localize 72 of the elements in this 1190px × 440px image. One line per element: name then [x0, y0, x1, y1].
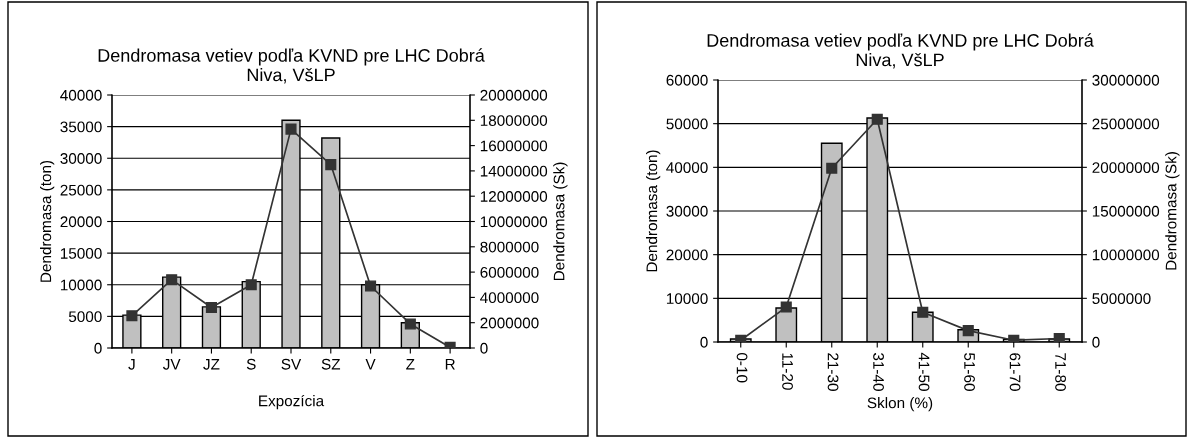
x-tick-label: 11-20	[782, 353, 793, 390]
x-tick-label: R	[445, 358, 455, 370]
point	[285, 123, 297, 135]
y2-tick-label: 8000000	[480, 241, 539, 253]
x-tick-label: JZ	[203, 358, 220, 370]
x-tick-label: Z	[406, 358, 415, 370]
y2-tick-label: 15000000	[1092, 205, 1160, 217]
y2-tick-label: 20000000	[480, 89, 548, 101]
y2-axis-title: Dendromasa (Sk)	[1165, 152, 1180, 270]
point	[404, 318, 416, 330]
y-axis-title: Dendromasa (ton)	[40, 160, 55, 282]
point	[826, 162, 838, 174]
chart-title: Dendromasa vetiev podľa KVND pre LHC Dobrá Niva, VšLP	[707, 33, 1094, 69]
x-tick-label: 71-80	[1055, 353, 1066, 391]
point	[205, 301, 218, 314]
y-tick-label: 15000	[60, 247, 102, 259]
x-tick-label: 61-70	[1009, 353, 1021, 391]
x-tick-label: SV	[281, 358, 302, 370]
chart-title: Dendromasa vetiev podľa KVND pre LHC Dobrá Niva, VšLP	[98, 48, 485, 84]
x-tick-label: 0-10	[736, 353, 748, 383]
y-tick-label: 10000	[60, 279, 102, 291]
y2-tick-label: 0	[1092, 336, 1100, 348]
x-axis-title: Expozícia	[259, 394, 325, 410]
y-axis-title: Dendromasa (ton)	[646, 150, 661, 272]
y-tick-label: 20000	[60, 216, 102, 228]
point	[325, 159, 337, 171]
x-tick-label: JV	[162, 358, 181, 370]
point	[126, 310, 138, 322]
y-tick-label: 30000	[666, 205, 708, 217]
x-tick-label: J	[128, 358, 135, 370]
y-tick-label: 40000	[666, 162, 708, 174]
point	[917, 306, 929, 318]
y-tick-label: 20000	[666, 249, 708, 261]
point	[780, 301, 792, 313]
y2-tick-label: 5000000	[1092, 293, 1151, 305]
y2-tick-label: 10000000	[480, 216, 548, 228]
y2-tick-label: 20000000	[1092, 162, 1160, 174]
x-tick-label: 41-50	[918, 352, 930, 391]
y2-tick-label: 25000000	[1092, 118, 1160, 130]
y2-tick-label: 0	[480, 342, 488, 354]
x-tick-label: S	[246, 358, 256, 370]
y2-axis-title: Dendromasa (Sk)	[553, 162, 568, 281]
y2-tick-label: 30000000	[1092, 74, 1160, 86]
y2-tick-label: 18000000	[480, 115, 548, 126]
y-tick-label: 25000	[60, 184, 102, 196]
y-tick-label: 10000	[666, 293, 708, 305]
x-axis-title: Sklon (%)	[867, 397, 933, 412]
x-tick-label: 51-60	[964, 353, 975, 391]
y2-tick-label: 14000000	[480, 165, 548, 177]
y2-tick-label: 16000000	[480, 140, 548, 152]
y-tick-label: 40000	[60, 89, 102, 101]
y-tick-label: 30000	[60, 153, 102, 164]
y2-tick-label: 10000000	[1092, 249, 1160, 261]
y-tick-label: 5000	[68, 311, 102, 323]
x-tick-label: V	[365, 358, 376, 370]
y-tick-label: 50000	[666, 118, 708, 130]
y2-tick-label: 6000000	[480, 266, 539, 278]
y2-tick-label: 2000000	[480, 317, 539, 329]
point	[245, 279, 257, 291]
y-tick-label: 0	[94, 342, 102, 354]
x-tick-label: 31-40	[873, 353, 884, 391]
y-tick-label: 0	[700, 336, 708, 348]
point	[871, 113, 883, 125]
x-tick-label: SZ	[321, 358, 341, 370]
y2-tick-label: 12000000	[480, 191, 548, 202]
x-tick-label: 21-30	[827, 353, 839, 391]
y-tick-label: 60000	[666, 74, 708, 86]
point	[364, 280, 377, 292]
point	[166, 274, 178, 286]
y2-tick-label: 4000000	[480, 292, 539, 304]
y-tick-label: 35000	[60, 121, 102, 133]
point	[1053, 332, 1065, 342]
